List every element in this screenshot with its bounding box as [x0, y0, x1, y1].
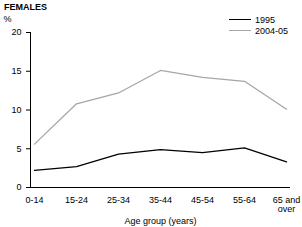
- svg-text:35-44: 35-44: [149, 195, 172, 205]
- svg-text:%: %: [4, 14, 12, 24]
- html-text:2004-05: 2004-05: [255, 25, 288, 36]
- svg-text:20: 20: [11, 27, 21, 37]
- svg-text:15-24: 15-24: [65, 195, 88, 205]
- svg-text:Age group (years): Age group (years): [124, 216, 196, 226]
- svg-text:0-14: 0-14: [25, 195, 43, 205]
- svg-text:5: 5: [16, 144, 21, 154]
- svg-text:65 andover: 65 andover: [273, 195, 301, 214]
- html-text:FEMALES: FEMALES: [4, 2, 47, 12]
- svg-text:45-54: 45-54: [191, 195, 214, 205]
- svg-text:15: 15: [11, 66, 21, 76]
- svg-text:0: 0: [16, 182, 21, 192]
- svg-text:10: 10: [11, 105, 21, 115]
- svg-text:25-34: 25-34: [107, 195, 130, 205]
- html-text:1995: 1995: [255, 14, 275, 25]
- svg-text:55-64: 55-64: [233, 195, 256, 205]
